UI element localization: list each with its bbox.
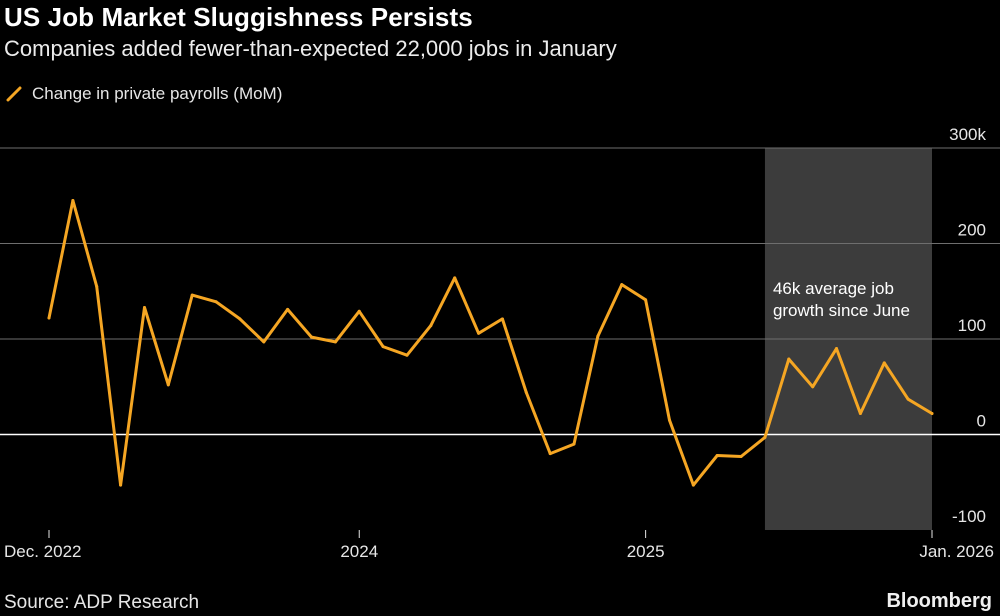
data-point-2024-12 bbox=[620, 283, 624, 287]
y-tick-label--100: -100 bbox=[952, 507, 986, 526]
data-point-2025-05 bbox=[739, 454, 743, 458]
data-point-2023-11 bbox=[310, 335, 314, 339]
data-point-2025-03 bbox=[691, 483, 695, 487]
chart-subtitle: Companies added fewer-than-expected 22,0… bbox=[4, 36, 617, 61]
data-point-2023-04 bbox=[142, 305, 146, 309]
legend-line-icon bbox=[6, 86, 22, 102]
gridlines bbox=[0, 147, 1000, 436]
data-point-2023-12 bbox=[333, 340, 337, 344]
data-point-2024-09 bbox=[548, 452, 552, 456]
data-point-2025-09 bbox=[835, 347, 839, 351]
data-point-2024-06 bbox=[477, 331, 481, 335]
y-tick-label-0: 0 bbox=[977, 412, 986, 431]
x-tick-label-2025-01: 2025 bbox=[627, 542, 665, 561]
annotation-text-line1: 46k average job bbox=[773, 279, 894, 298]
data-point-2023-08 bbox=[238, 317, 242, 321]
data-point-2026-01 bbox=[930, 411, 934, 415]
data-point-2023-05 bbox=[166, 383, 170, 387]
x-axis-ticks: Dec. 2022 2024 2025 Jan. 2026 bbox=[4, 530, 994, 561]
data-point-2025-04 bbox=[715, 454, 719, 458]
x-tick-label-2022-12: Dec. 2022 bbox=[4, 542, 82, 561]
y-axis-tick-labels: 300k 200 100 0 -100 bbox=[949, 125, 986, 526]
data-point-2023-02 bbox=[95, 284, 99, 288]
data-point-2025-12 bbox=[906, 397, 910, 401]
data-point-2025-11 bbox=[882, 361, 886, 365]
y-tick-label-300: 300k bbox=[949, 125, 986, 144]
y-tick-label-200: 200 bbox=[958, 221, 986, 240]
data-point-2024-11 bbox=[596, 334, 600, 338]
data-point-2023-10 bbox=[286, 307, 290, 311]
data-point-2024-07 bbox=[500, 317, 504, 321]
data-point-2025-02 bbox=[667, 418, 671, 422]
data-point-2022-12 bbox=[47, 316, 51, 320]
y-tick-label-100: 100 bbox=[958, 316, 986, 335]
bloomberg-logo: Bloomberg bbox=[886, 590, 992, 612]
data-point-2023-01 bbox=[71, 199, 75, 203]
legend-label: Change in private payrolls (MoM) bbox=[32, 84, 283, 103]
source-note: Source: ADP Research bbox=[4, 592, 200, 613]
data-point-2024-05 bbox=[453, 276, 457, 280]
annotation-text-line2: growth since June bbox=[773, 301, 910, 320]
data-point-2024-03 bbox=[405, 353, 409, 357]
data-point-2023-09 bbox=[262, 340, 266, 344]
series-points bbox=[47, 199, 934, 487]
data-point-2024-04 bbox=[429, 324, 433, 328]
data-point-2023-07 bbox=[214, 300, 218, 304]
data-point-2024-10 bbox=[572, 442, 576, 446]
data-point-2023-03 bbox=[119, 483, 123, 487]
data-point-2024-08 bbox=[524, 390, 528, 394]
x-tick-label-2024-01: 2024 bbox=[340, 542, 378, 561]
data-point-2025-07 bbox=[787, 357, 791, 361]
legend: Change in private payrolls (MoM) bbox=[6, 84, 282, 104]
data-point-2025-01 bbox=[644, 298, 648, 302]
data-point-2024-01 bbox=[357, 309, 361, 313]
data-point-2024-02 bbox=[381, 345, 385, 349]
chart-title: US Job Market Sluggishness Persists bbox=[4, 2, 473, 32]
data-point-2025-08 bbox=[811, 385, 815, 389]
data-point-2025-06 bbox=[763, 435, 767, 439]
series-line-private-payrolls bbox=[47, 199, 934, 487]
data-point-2025-10 bbox=[858, 411, 862, 415]
x-tick-label-2026-01: Jan. 2026 bbox=[919, 542, 994, 561]
data-point-2023-06 bbox=[190, 293, 194, 297]
